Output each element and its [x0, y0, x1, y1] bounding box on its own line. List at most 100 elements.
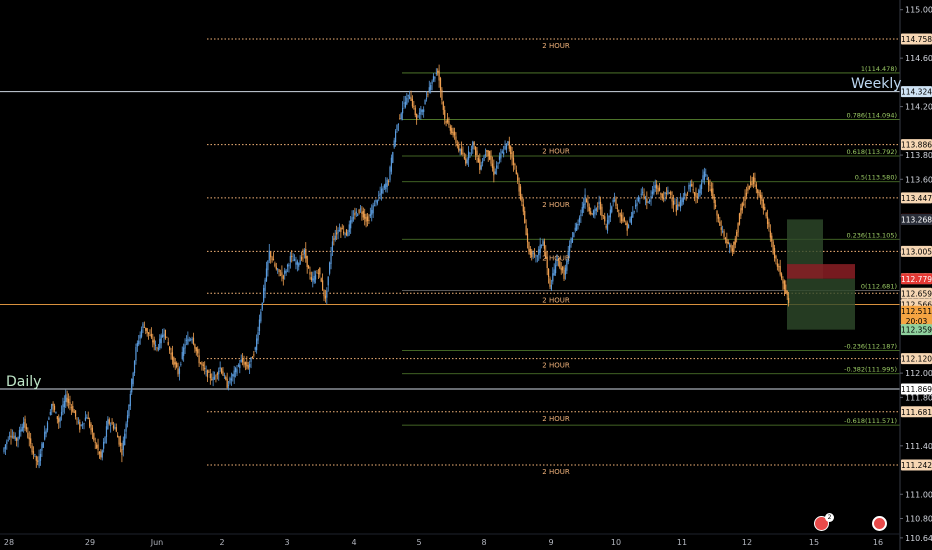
candle-body [754, 177, 756, 182]
candle-body [38, 456, 40, 467]
candle-body [65, 394, 67, 402]
x-tick-label: 11 [677, 538, 687, 547]
candle-body [87, 417, 89, 419]
target-icon[interactable] [872, 516, 887, 531]
candle-body [13, 436, 15, 438]
candle-body [738, 213, 741, 225]
price-badge [901, 86, 932, 98]
candle-body [279, 274, 282, 276]
candle-body [531, 250, 533, 258]
candle-body [209, 373, 211, 379]
candle-body [612, 199, 614, 202]
candle-body [288, 264, 290, 267]
candle-body [750, 181, 752, 186]
candle-body [355, 211, 357, 214]
candle-body [510, 146, 512, 155]
weekly-label: Weekly [851, 76, 902, 92]
candle-body [588, 206, 590, 212]
candle-body [410, 97, 412, 102]
candle-body [34, 453, 36, 455]
candle-body [785, 284, 787, 294]
candle-body [681, 198, 683, 206]
candle-body [150, 333, 152, 338]
candle-body [359, 208, 362, 210]
candle-body [166, 336, 168, 338]
candle-body [671, 197, 673, 202]
candle-body [675, 204, 677, 212]
candle-body [345, 229, 348, 236]
candle-body [677, 204, 679, 210]
candle-body [145, 327, 147, 331]
candle-body [618, 210, 620, 212]
candle-body [162, 334, 164, 338]
candle-body [21, 426, 23, 432]
candle-body [591, 213, 593, 215]
candle-body [684, 192, 686, 196]
candle-body [226, 378, 228, 388]
candle-body [519, 186, 522, 200]
candle-body [569, 244, 571, 252]
candle-body [730, 245, 732, 249]
candle-body [118, 436, 120, 445]
candle-body [556, 255, 558, 266]
candle-body [11, 436, 14, 438]
candle-body [525, 225, 527, 236]
candle-body [555, 265, 557, 274]
candle-body [190, 339, 192, 341]
candle-body [661, 193, 663, 199]
candle-body [490, 155, 492, 164]
position-tool[interactable] [787, 219, 855, 330]
candle-body [780, 273, 783, 279]
candle-body [343, 231, 345, 234]
candle-body [557, 259, 560, 261]
candle-body [695, 192, 697, 198]
candle-body [219, 366, 221, 370]
candle-body [625, 223, 627, 225]
candle-body [462, 152, 464, 155]
candle-body [139, 334, 141, 339]
candle-body [27, 432, 29, 438]
candle-body [181, 352, 183, 360]
candle-body [674, 203, 676, 205]
candle-body [358, 209, 360, 214]
candle-body [350, 220, 352, 229]
candle-body [89, 420, 91, 427]
candle-body [467, 151, 470, 160]
candle-body [455, 136, 457, 143]
candle-body [42, 442, 44, 448]
candle-body [768, 221, 770, 228]
candle-body [496, 165, 498, 169]
candle-body [500, 153, 502, 159]
candle-body [563, 269, 565, 279]
candle-body [686, 192, 689, 194]
candle-body [487, 150, 489, 157]
candle-body [369, 214, 371, 217]
candle-body [435, 72, 437, 75]
candle-body [96, 444, 98, 448]
candle-body [403, 102, 405, 104]
candle-body [755, 184, 757, 190]
candle-body [338, 229, 341, 231]
x-tick-label: 16 [873, 538, 883, 547]
price-badge-label: 111.242 [901, 461, 932, 470]
candle-body [620, 214, 623, 221]
candle-body [635, 204, 637, 207]
y-tick-label: 111.000 [905, 490, 932, 499]
candle-body [213, 376, 216, 380]
candle-body [724, 237, 727, 240]
candle-body [747, 188, 749, 191]
candle-body [98, 452, 101, 454]
time-axis[interactable]: 28 29 Jun 2 3 4 5 8 9 10 11 12 15 16 [0, 533, 900, 547]
candle-body [665, 193, 668, 195]
candle-body [104, 436, 106, 443]
candle-body [357, 214, 359, 216]
candle-body [787, 297, 790, 303]
candle-body [376, 200, 378, 204]
price-badge [901, 214, 932, 226]
candle-body [583, 203, 585, 208]
candle-body [775, 255, 777, 259]
candle-body [545, 251, 547, 260]
price-axis[interactable]: 115.000 114.600 114.200 113.800 113.600 113.0… [899, 0, 932, 550]
